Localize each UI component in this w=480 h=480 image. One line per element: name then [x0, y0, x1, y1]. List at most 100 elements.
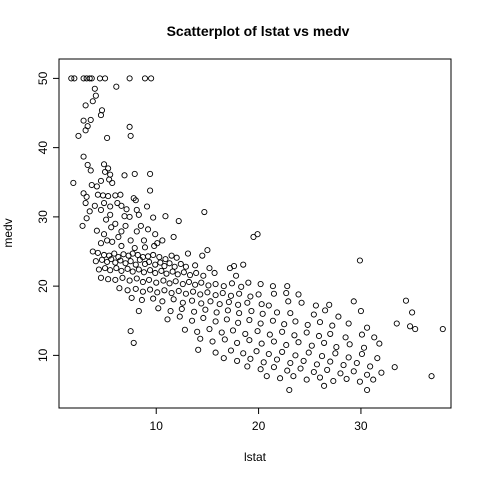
- data-point: [258, 340, 265, 347]
- y-tick-label: 40: [36, 141, 50, 155]
- data-point: [402, 297, 410, 304]
- data-point: [113, 83, 120, 90]
- data-point: [175, 287, 182, 295]
- data-point: [132, 285, 139, 292]
- data-point: [152, 269, 159, 277]
- data-point: [236, 290, 243, 297]
- data-point: [97, 240, 105, 247]
- data-point: [186, 271, 194, 279]
- data-point: [224, 307, 231, 314]
- data-point: [303, 376, 310, 383]
- data-point: [93, 183, 100, 190]
- data-point: [246, 337, 253, 344]
- data-point: [310, 311, 317, 318]
- data-point: [147, 170, 154, 177]
- data-point: [80, 117, 87, 124]
- data-point: [376, 340, 383, 347]
- data-point: [220, 355, 227, 362]
- data-point: [166, 260, 173, 267]
- data-point: [150, 214, 157, 221]
- data-point: [290, 373, 297, 380]
- data-point: [284, 283, 291, 290]
- data-point: [238, 283, 245, 290]
- data-point: [204, 289, 211, 296]
- data-point: [111, 250, 118, 257]
- data-point: [305, 349, 312, 356]
- data-point: [292, 352, 299, 359]
- data-point: [345, 320, 352, 327]
- data-point: [304, 321, 311, 328]
- data-point: [112, 220, 119, 227]
- data-point: [135, 266, 142, 273]
- data-point: [273, 356, 281, 363]
- data-point: [107, 211, 114, 218]
- data-point: [106, 176, 113, 183]
- data-point: [164, 316, 171, 323]
- y-tick-label: 50: [36, 71, 50, 85]
- data-point: [358, 331, 366, 338]
- data-point: [335, 313, 342, 320]
- data-point: [105, 193, 112, 200]
- data-point: [212, 292, 219, 299]
- data-point: [265, 302, 272, 309]
- data-point: [159, 298, 166, 305]
- data-point: [93, 227, 100, 234]
- data-point: [132, 197, 139, 204]
- data-point: [189, 317, 196, 324]
- data-point: [104, 134, 111, 141]
- data-point: [83, 193, 90, 200]
- data-point: [84, 161, 91, 168]
- data-point: [218, 329, 225, 336]
- data-point: [166, 280, 173, 287]
- data-point: [109, 238, 116, 245]
- y-tick-label: 30: [36, 210, 50, 224]
- data-point: [152, 261, 159, 268]
- data-point: [189, 297, 196, 304]
- data-point: [391, 364, 398, 371]
- data-point: [130, 195, 137, 202]
- data-point: [313, 361, 320, 368]
- data-point: [221, 336, 228, 343]
- data-point: [204, 247, 211, 254]
- data-point: [350, 298, 357, 305]
- data-point: [234, 357, 241, 364]
- data-point: [154, 240, 161, 247]
- data-point: [342, 334, 349, 341]
- data-point: [86, 208, 93, 215]
- data-point: [100, 231, 108, 238]
- data-point: [364, 324, 371, 331]
- data-point: [121, 172, 128, 179]
- data-point: [327, 358, 334, 365]
- x-axis: 10 20 30: [150, 408, 368, 433]
- data-point: [235, 319, 242, 326]
- data-point: [259, 310, 266, 317]
- data-point: [97, 112, 105, 119]
- data-point: [337, 370, 344, 377]
- data-point: [257, 280, 264, 288]
- data-point: [112, 276, 119, 283]
- data-point: [312, 302, 319, 309]
- data-point: [107, 171, 114, 178]
- data-point: [92, 258, 99, 265]
- data-point: [279, 348, 286, 355]
- data-point: [273, 309, 281, 316]
- data-point: [270, 338, 277, 345]
- data-point: [198, 300, 205, 307]
- data-point: [393, 320, 400, 327]
- data-point: [127, 328, 134, 335]
- data-point: [291, 332, 298, 339]
- data-point: [277, 375, 284, 382]
- y-tick-label: 10: [36, 348, 50, 362]
- data-point: [80, 153, 87, 160]
- data-point: [105, 165, 112, 172]
- data-point: [126, 123, 133, 130]
- data-point: [356, 257, 363, 264]
- data-point: [143, 203, 151, 210]
- data-point: [126, 277, 133, 284]
- data-point: [128, 294, 135, 301]
- data-point: [353, 359, 360, 367]
- data-point: [126, 75, 133, 82]
- data-point: [412, 326, 419, 333]
- data-point: [253, 348, 260, 355]
- data-point: [247, 293, 254, 300]
